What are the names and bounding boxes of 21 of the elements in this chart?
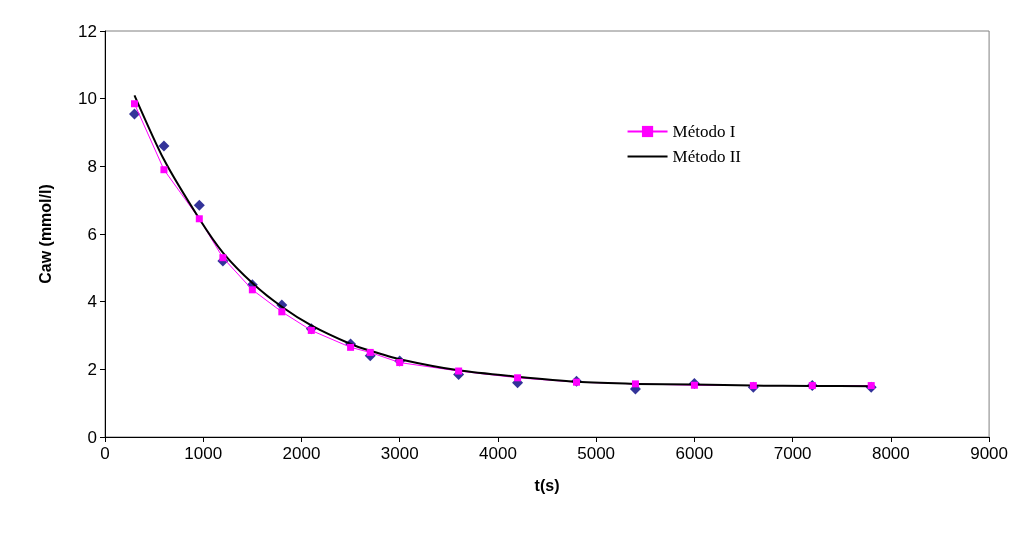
y-axis-title: Caw (mmol/l)	[36, 184, 54, 284]
y-tick-label: 4	[87, 292, 97, 312]
x-tick-label: 8000	[871, 444, 910, 463]
y-tick-label: 6	[87, 224, 97, 244]
x-tick-label: 5000	[577, 444, 616, 463]
y-tick-label: 2	[87, 359, 97, 379]
x-tick-label: 6000	[675, 444, 714, 463]
y-tick-label: 10	[78, 89, 97, 109]
x-axis-title: t(s)	[534, 476, 560, 494]
x-tick-label: 1000	[184, 444, 223, 463]
legend-label: Método I	[672, 122, 736, 141]
x-tick-label: 2000	[282, 444, 321, 463]
legend-label: Método II	[672, 147, 742, 166]
y-tick-label: 8	[87, 156, 97, 176]
x-tick-label: 0	[100, 444, 110, 463]
x-tick-label: 3000	[380, 444, 419, 463]
x-tick-label: 4000	[479, 444, 517, 463]
x-tick-label: 7000	[773, 444, 812, 463]
y-tick-label: 12	[78, 21, 97, 41]
y-tick-label: 0	[87, 427, 97, 447]
x-tick-label: 9000	[970, 444, 1008, 463]
